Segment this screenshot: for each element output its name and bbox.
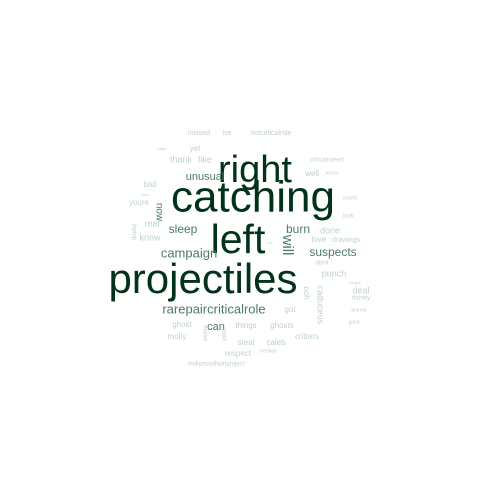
word-critters: critters	[295, 332, 319, 341]
word-respect: respect	[225, 349, 252, 358]
word-campaign: campaign	[161, 245, 217, 260]
word-left: left	[211, 216, 266, 262]
word-ghosts: ghosts	[270, 321, 294, 330]
word-ooh: ooh	[302, 286, 311, 299]
word-suspects: suspects	[309, 245, 356, 259]
word-unusual: unusual	[186, 171, 225, 183]
word-criticalroleart: criticalroleart	[310, 158, 344, 164]
word-caduceus: caduceus	[316, 286, 326, 325]
word-mollymouthpinproject: mollymouthpinproject	[188, 362, 245, 368]
word-notcriticalrole: notcriticalrole	[250, 130, 291, 137]
word-molly: molly	[168, 332, 187, 341]
word-now: now	[153, 203, 164, 222]
word-real: real	[144, 218, 159, 228]
word-thank: thank	[170, 154, 193, 164]
word-bad: bad	[143, 180, 156, 189]
word-got: got	[284, 305, 296, 314]
word-cc: cc	[268, 240, 272, 245]
word-laptop: laptop	[130, 224, 136, 241]
word-sleep: sleep	[169, 222, 198, 236]
word-youre: youre	[129, 198, 150, 207]
word-caleb: caleb	[266, 338, 286, 347]
word-didnt: didnt	[315, 261, 328, 267]
word-journal: journal	[350, 307, 366, 313]
word-ghost: ghost	[172, 320, 192, 329]
word-paid: paid	[220, 329, 226, 340]
word-right: right	[218, 149, 292, 191]
word-rarepaircriticalrole: rarepaircriticalrole	[162, 301, 265, 316]
word-like: like	[198, 154, 212, 164]
word-easier: easier	[201, 325, 207, 341]
word-charity: charity	[343, 195, 358, 201]
word-mention: mention	[259, 348, 277, 354]
word-couple: couple	[349, 280, 362, 285]
word-punch: punch	[322, 268, 347, 278]
word-burn: burn	[286, 222, 310, 236]
word-deal: deal	[352, 285, 369, 295]
word-done: done	[320, 225, 340, 235]
word-know: know	[326, 170, 338, 176]
word-know: know	[139, 232, 161, 242]
word-well: well	[304, 169, 319, 178]
word-things: things	[235, 321, 256, 330]
word-drawings: drawings	[332, 237, 361, 244]
word-projectiles: projectiles	[108, 255, 297, 302]
word-steal: steal	[238, 338, 255, 347]
word-yet: yet	[190, 144, 201, 153]
word-ive: ive	[223, 130, 232, 137]
word-look: look	[342, 214, 354, 220]
word-love: love	[312, 235, 327, 244]
word-can: can	[207, 321, 225, 333]
word-shes: shes	[158, 146, 166, 151]
word-here: here	[141, 192, 150, 197]
word-will: will	[279, 234, 296, 256]
word-catching: catching	[171, 173, 335, 222]
word-good: good	[348, 319, 359, 325]
word-money: money	[352, 296, 370, 302]
word-missed: missed	[188, 130, 210, 137]
